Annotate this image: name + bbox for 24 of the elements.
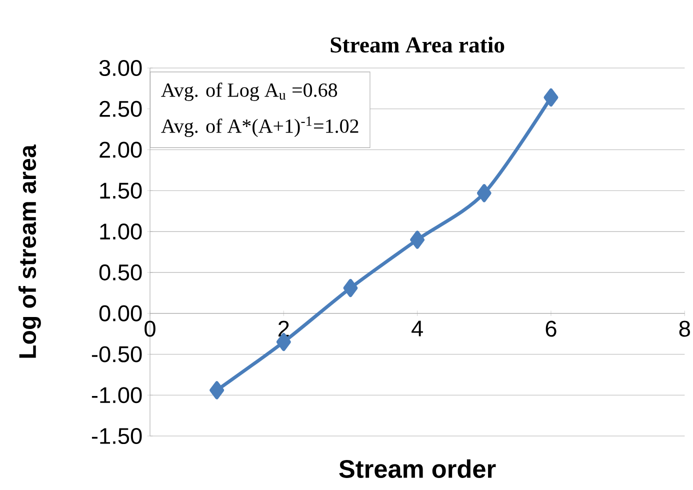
x-axis-title: Stream order	[339, 459, 496, 478]
x-tick-label: 0	[144, 320, 156, 337]
y-tick-label: -1.50	[92, 428, 142, 444]
y-tick-label: 1.50	[100, 182, 142, 199]
y-tick-label: 1.00	[100, 224, 142, 240]
x-tick-label: 8	[679, 320, 690, 337]
y-axis-title: Log of stream area	[18, 144, 41, 358]
point	[410, 230, 425, 249]
annotation: Avg. of A*(A+1)$^{-1}$=1.02	[161, 116, 358, 138]
y-tick-label: -1.00	[92, 387, 142, 404]
y-tick-label: 0.50	[99, 264, 142, 280]
point	[476, 184, 492, 202]
point	[210, 381, 224, 400]
point	[343, 278, 358, 298]
y-tick-label: 2.00	[100, 142, 142, 158]
y-tick-label: 3.00	[99, 60, 142, 76]
y-tick-label: 0.00	[99, 305, 142, 322]
annotation: Avg. of Log A$_{u}$ =0.68	[161, 82, 338, 102]
point	[544, 88, 558, 107]
x-tick-label: 4	[412, 320, 423, 336]
y-tick-label: -0.50	[92, 346, 142, 362]
x-tick-label: 6	[546, 320, 556, 337]
chart-title: Stream Area ratio	[330, 36, 504, 53]
y-tick-label: 2.50	[100, 100, 142, 117]
